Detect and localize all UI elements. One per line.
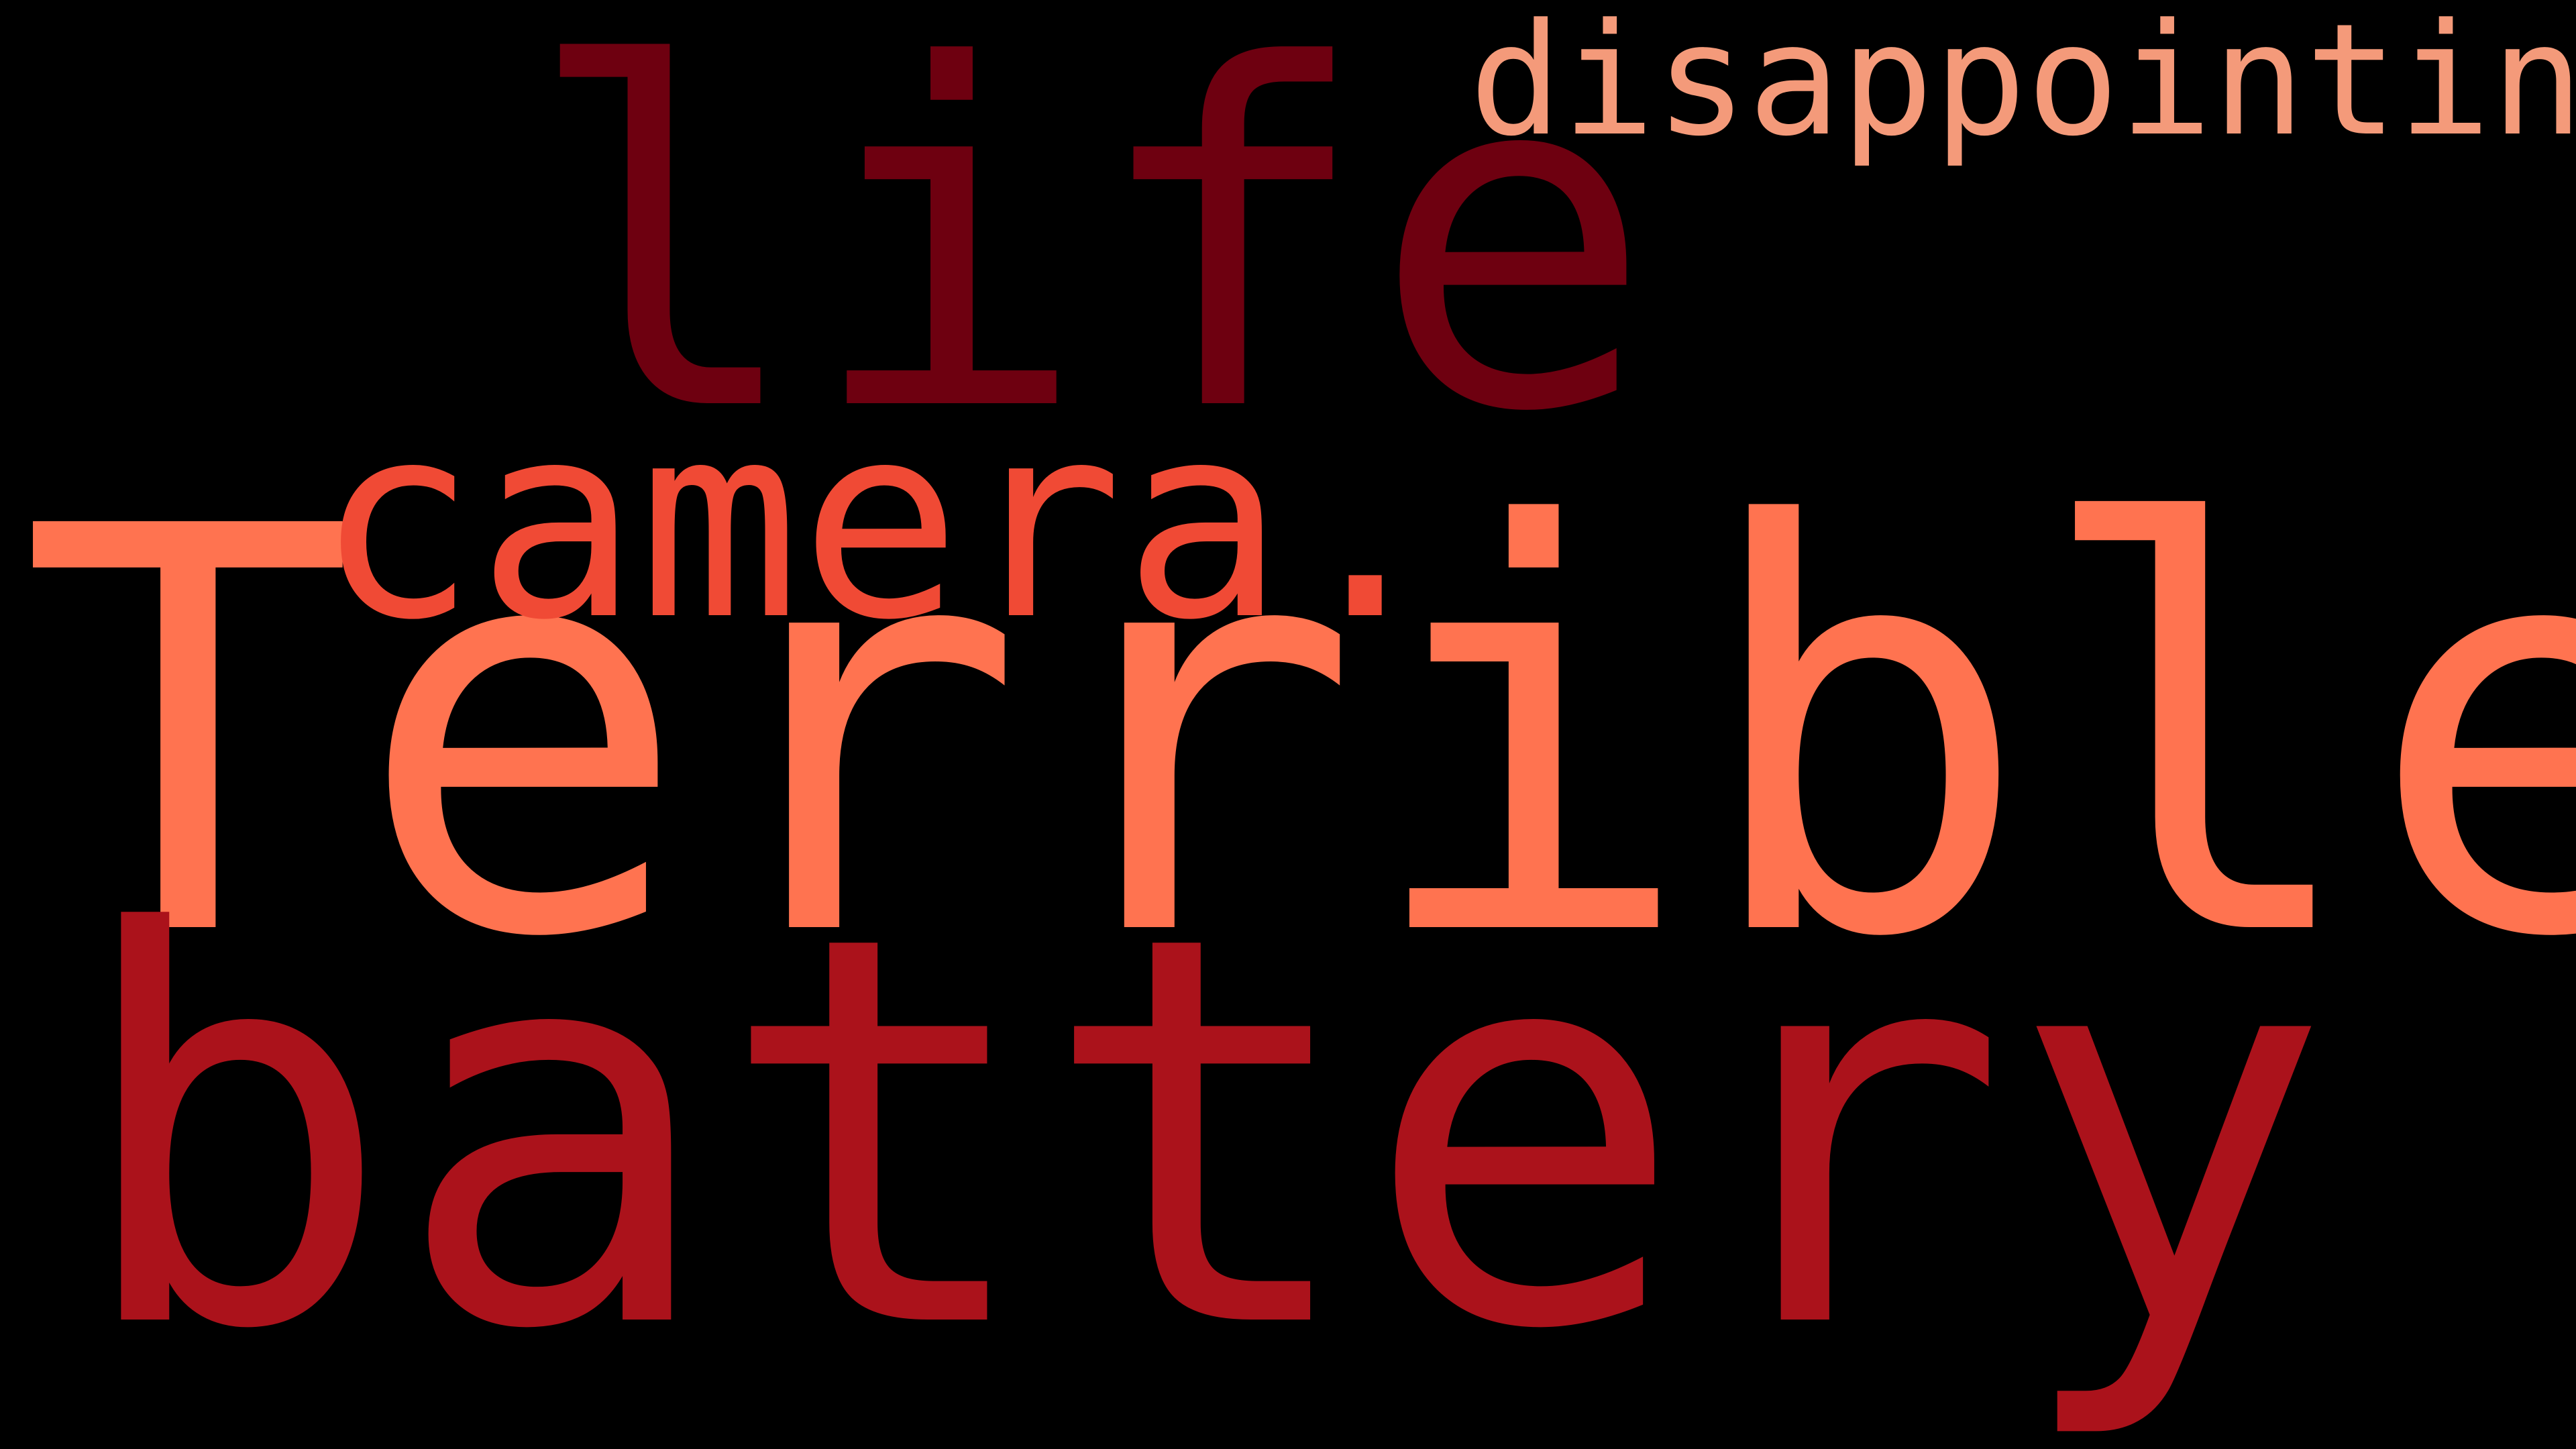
word-terrible: Terrible (20, 411, 2576, 1059)
word-battery: battery (70, 821, 2332, 1446)
word-life: life (523, 0, 1654, 515)
word-camera: camera. (315, 367, 1446, 679)
word-disappointing: disappointing (1469, 0, 2576, 170)
